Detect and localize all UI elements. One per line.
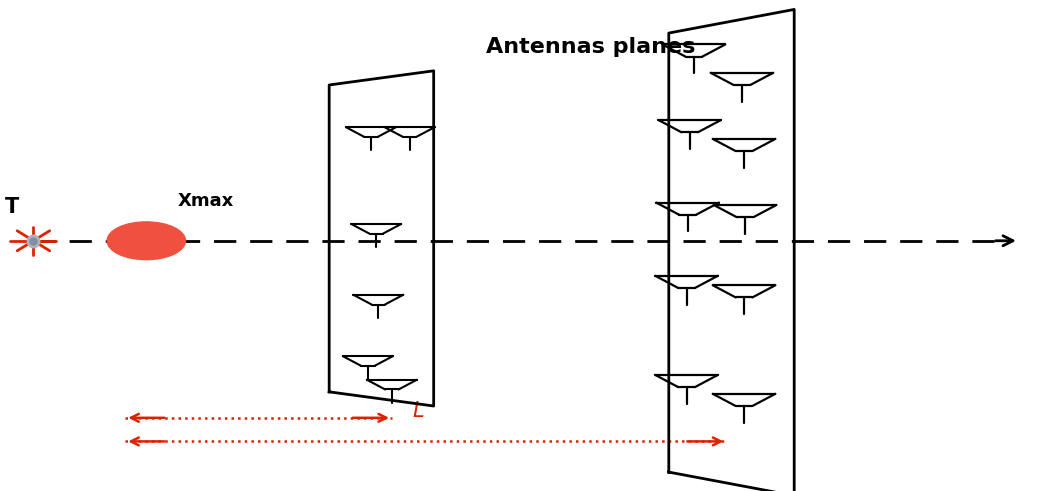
Text: Xmax: Xmax bbox=[178, 192, 234, 210]
Text: Antennas planes: Antennas planes bbox=[486, 37, 695, 56]
Ellipse shape bbox=[108, 222, 186, 260]
Text: L: L bbox=[412, 401, 424, 421]
Text: T: T bbox=[5, 197, 20, 217]
